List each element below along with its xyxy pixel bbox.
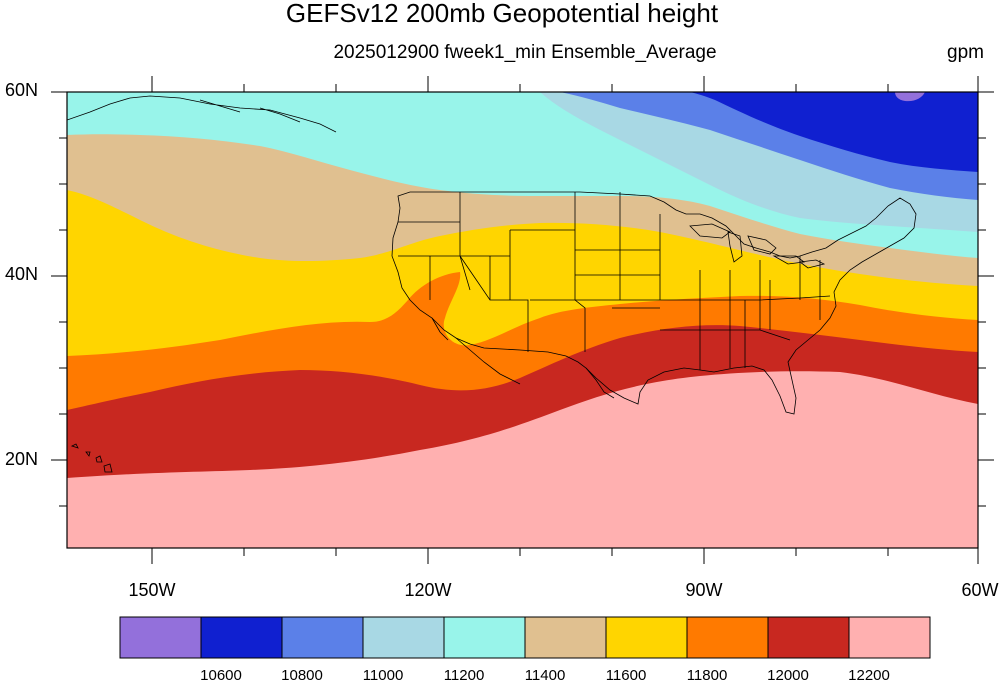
plot-frame [66, 91, 979, 549]
colorbar-swatch [848, 616, 931, 659]
hawaii-islands [70, 443, 113, 473]
contour-fill [67, 92, 978, 548]
colorbar-label: 10600 [200, 667, 242, 684]
lon-label-90w: 90W [685, 580, 723, 600]
colorbar-label: 11000 [362, 667, 404, 684]
colorbar-swatch [767, 616, 850, 659]
lon-label-150w: 150W [128, 580, 176, 600]
lon-label-60w: 60W [961, 580, 999, 600]
map-title: GEFSv12 200mb Geopotential height [285, 0, 719, 28]
units-label: gpm [947, 42, 984, 63]
colorbar-label: 12200 [848, 667, 890, 684]
lon-label-120w: 120W [404, 580, 452, 600]
colorbar-label: 11200 [443, 667, 485, 684]
colorbar-swatch [443, 616, 526, 659]
colorbar-swatch [200, 616, 283, 659]
map-outlines [67, 95, 917, 473]
colorbar-label: 11800 [686, 667, 728, 684]
alaska-coast [67, 95, 337, 133]
lat-label-20n: 20N [4, 449, 38, 469]
colorbar-label: 11400 [524, 667, 566, 684]
colorbar-swatch [281, 616, 364, 659]
colorbar-swatch [362, 616, 445, 659]
colorbar-swatch [605, 616, 688, 659]
baja-mexico-coast [431, 317, 615, 399]
us-outline [391, 191, 917, 415]
lat-label-60n: 60N [4, 80, 38, 100]
band-below-10600 [895, 92, 925, 102]
axis-ticks [51, 76, 994, 564]
map-subtitle: 2025012900 fweek1_min Ensemble_Average [333, 42, 717, 63]
great-lakes [689, 223, 826, 269]
lat-label-40n: 40N [4, 264, 38, 284]
state-lines [398, 192, 831, 370]
colorbar-label: 11600 [605, 667, 647, 684]
colorbar-label: 10800 [281, 667, 323, 684]
colorbar-swatch [119, 616, 202, 659]
colorbar-swatch [686, 616, 769, 659]
band-10600 [690, 92, 978, 172]
colorbar-label: 12000 [767, 667, 809, 684]
colorbar [119, 616, 931, 659]
colorbar-swatch [524, 616, 607, 659]
